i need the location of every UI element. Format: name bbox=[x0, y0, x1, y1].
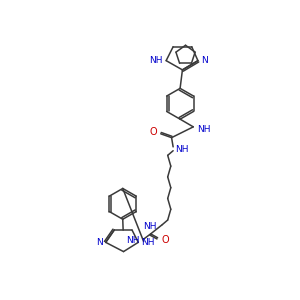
Text: N: N bbox=[96, 238, 103, 247]
Text: NH: NH bbox=[126, 236, 140, 244]
Text: NH: NH bbox=[143, 222, 157, 231]
Text: O: O bbox=[150, 127, 158, 137]
Text: NH: NH bbox=[150, 56, 163, 65]
Text: N: N bbox=[201, 56, 208, 65]
Text: NH: NH bbox=[176, 145, 189, 154]
Text: NH: NH bbox=[141, 238, 155, 247]
Text: O: O bbox=[161, 235, 169, 245]
Text: NH: NH bbox=[197, 125, 211, 134]
